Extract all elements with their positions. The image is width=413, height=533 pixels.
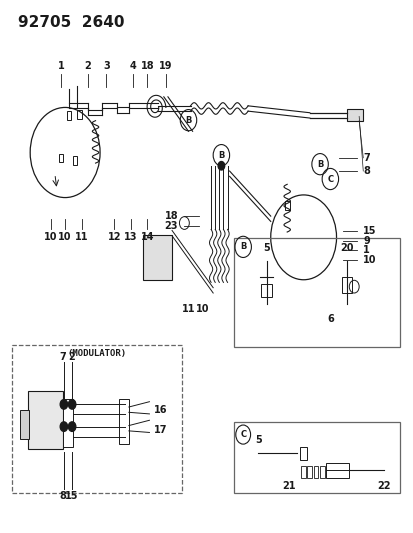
Text: 18: 18: [164, 211, 178, 221]
Text: 4: 4: [129, 61, 136, 71]
Circle shape: [68, 422, 76, 431]
Bar: [284, 201, 289, 211]
Bar: [346, 109, 362, 120]
Text: 8: 8: [362, 166, 369, 176]
Circle shape: [218, 161, 224, 170]
Bar: [233, 238, 399, 347]
Text: 16: 16: [153, 405, 166, 415]
Text: 7: 7: [362, 153, 369, 163]
Text: 2: 2: [84, 61, 91, 71]
Text: 20: 20: [339, 243, 353, 253]
Text: 2: 2: [69, 352, 75, 361]
Bar: [67, 111, 71, 119]
Bar: [300, 466, 305, 478]
Text: 11: 11: [181, 304, 195, 314]
Bar: [143, 235, 172, 280]
Text: B: B: [185, 116, 191, 125]
Text: 17: 17: [153, 425, 166, 435]
Bar: [260, 284, 272, 297]
Text: 5: 5: [263, 243, 269, 253]
Bar: [59, 154, 63, 162]
Text: 10: 10: [362, 255, 376, 264]
Text: 6: 6: [326, 314, 333, 324]
Bar: [12, 345, 182, 494]
Text: 18: 18: [140, 61, 154, 71]
Text: 14: 14: [140, 232, 154, 242]
Text: 13: 13: [124, 232, 138, 242]
Bar: [20, 410, 29, 439]
Text: 19: 19: [159, 61, 172, 71]
Bar: [77, 110, 81, 118]
Text: 1: 1: [57, 61, 64, 71]
Text: 1: 1: [362, 245, 369, 255]
Text: 8: 8: [59, 490, 66, 500]
Bar: [319, 466, 324, 478]
Bar: [313, 466, 318, 478]
Bar: [341, 277, 351, 293]
Text: 23: 23: [164, 221, 178, 231]
Text: C: C: [327, 174, 332, 183]
Bar: [233, 422, 399, 494]
Text: 11: 11: [75, 232, 88, 242]
Text: 12: 12: [107, 232, 121, 242]
Text: B: B: [240, 243, 246, 252]
Bar: [28, 391, 63, 449]
Circle shape: [68, 400, 76, 409]
Text: B: B: [316, 160, 323, 168]
Text: C: C: [240, 430, 246, 439]
Text: 10: 10: [44, 232, 57, 242]
Text: 7: 7: [59, 352, 66, 361]
Text: (MODULATOR): (MODULATOR): [67, 349, 126, 358]
Text: B: B: [218, 151, 224, 160]
Text: 9: 9: [362, 236, 369, 246]
Text: 92705  2640: 92705 2640: [18, 14, 124, 30]
Bar: [118, 399, 128, 444]
Text: 5: 5: [254, 435, 261, 445]
Text: 21: 21: [282, 481, 295, 491]
Bar: [306, 466, 311, 478]
Circle shape: [60, 400, 67, 409]
Text: 10: 10: [58, 232, 72, 242]
Bar: [73, 156, 77, 165]
Text: 3: 3: [102, 61, 109, 71]
Bar: [299, 447, 306, 460]
Circle shape: [60, 422, 67, 431]
Text: 15: 15: [362, 226, 376, 236]
Text: 10: 10: [196, 304, 209, 314]
Bar: [63, 399, 73, 447]
Bar: [325, 463, 348, 478]
Text: 22: 22: [376, 481, 389, 491]
Text: 15: 15: [65, 490, 79, 500]
